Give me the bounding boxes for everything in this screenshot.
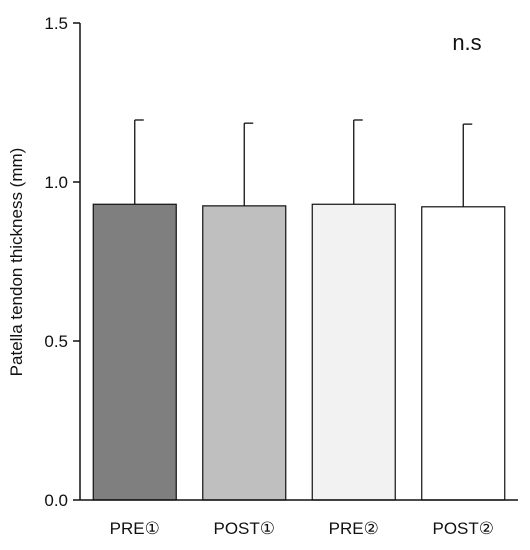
- x-category-label: PRE②: [329, 519, 379, 538]
- bar: [202, 205, 287, 501]
- category-labels-layer: PRE① POST① PRE② POST②: [110, 519, 494, 538]
- x-category-label: POST①: [213, 519, 275, 538]
- y-ticks-layer: 0.0 0.5 1.0 1.5: [44, 14, 80, 510]
- bars-layer: [92, 203, 506, 501]
- y-tick-label: 0.0: [44, 491, 68, 510]
- bar: [311, 203, 396, 501]
- y-axis-label: Patella tendon thickness (mm): [7, 148, 26, 377]
- error-bars-layer: [134, 119, 473, 207]
- y-tick-label: 1.0: [44, 173, 68, 192]
- bar: [421, 206, 506, 501]
- x-category-label: PRE①: [110, 519, 160, 538]
- y-tick-label: 0.5: [44, 332, 68, 351]
- bar: [92, 203, 177, 501]
- y-tick-label: 1.5: [44, 14, 68, 33]
- x-category-label: POST②: [432, 519, 494, 538]
- significance-annotation: n.s: [452, 30, 481, 55]
